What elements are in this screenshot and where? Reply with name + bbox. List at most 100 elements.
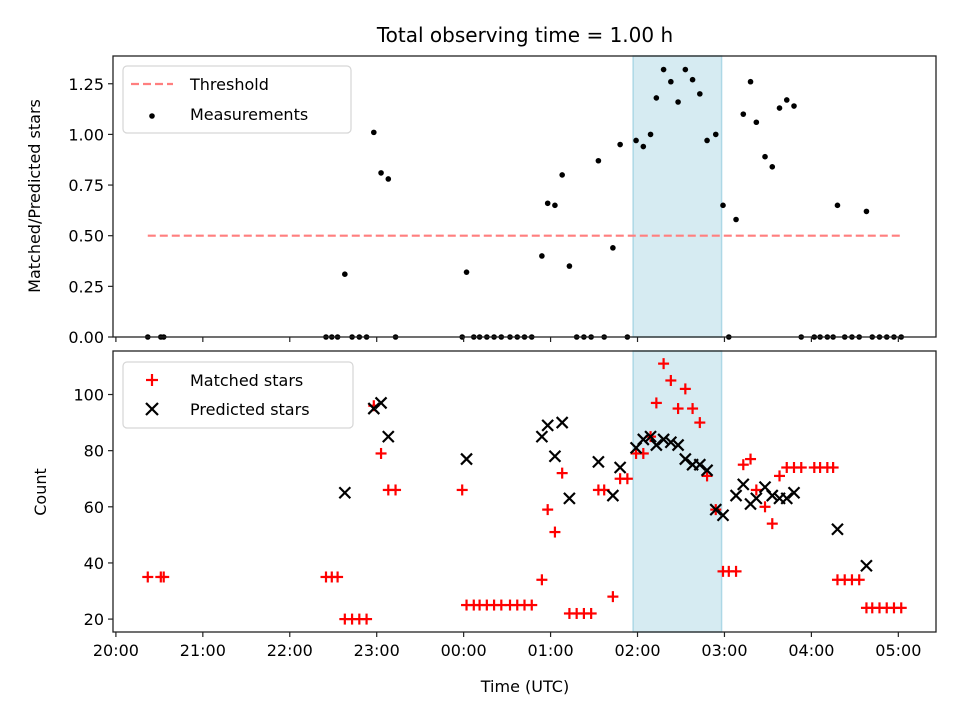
matched-star-point — [827, 461, 839, 473]
measurement-point — [610, 245, 616, 251]
predicted-star-point — [374, 396, 388, 410]
bottom-y-axis-label: Count — [31, 468, 50, 516]
predicted-star-point — [460, 452, 473, 466]
matched-star-point — [759, 501, 771, 513]
x-tick-label: 05:00 — [875, 641, 921, 660]
x-marker-b — [729, 489, 743, 502]
bottom-axes-frame — [112, 350, 937, 633]
predicted-star-point — [737, 478, 750, 491]
x-tick-label: 20:00 — [93, 641, 139, 660]
predicted-star-point — [367, 402, 381, 415]
matched-star-point — [142, 571, 154, 583]
measurement-point — [675, 99, 681, 105]
predicted-star-point — [831, 522, 844, 536]
matched-star-point — [158, 571, 170, 583]
measurement-point — [342, 271, 348, 277]
predicted-star-point — [535, 430, 549, 443]
highlight-span-rect — [632, 55, 723, 338]
legend-predicted-x-icon — [145, 402, 159, 416]
matched-star-point — [375, 447, 387, 459]
predicted-star-point — [548, 449, 562, 463]
predicted-star-point — [382, 430, 395, 443]
predicted-star-point — [679, 452, 692, 466]
matched-star-point — [658, 358, 670, 370]
top-y-axis-label: Matched/Predicted stars — [25, 99, 44, 293]
measurement-point — [720, 202, 726, 209]
y-tick-label: 0.25 — [68, 277, 104, 296]
predicted-stars-points — [338, 396, 873, 573]
x-marker-b — [860, 559, 873, 573]
predicted-star-point — [765, 489, 779, 502]
predicted-star-point — [613, 461, 627, 474]
measurement-point — [689, 76, 696, 83]
measurement-point — [762, 153, 768, 160]
matched-star-point — [694, 417, 706, 429]
predicted-star-point — [644, 430, 657, 443]
top-y-ticks: 0.00 0.25 0.50 0.75 1.00 1.25 — [68, 75, 113, 347]
measurement-point — [633, 137, 639, 144]
x-marker-b — [606, 489, 620, 502]
measurement-point — [704, 137, 710, 144]
predicted-star-point — [555, 416, 569, 429]
predicted-star-point — [657, 433, 670, 446]
measurement-point — [552, 202, 558, 209]
matched-star-point — [650, 397, 662, 409]
matched-star-point — [766, 518, 778, 530]
legend-predicted-label: Predicted stars — [190, 400, 310, 419]
matched-star-point — [556, 467, 568, 479]
x-marker-b — [613, 461, 627, 474]
predicted-star-point — [729, 489, 743, 502]
bottom-legend-box — [122, 361, 354, 429]
matched-star-point — [672, 403, 684, 415]
x-marker-b — [693, 458, 707, 471]
measurement-point — [769, 164, 776, 170]
measurement-point — [647, 131, 654, 138]
x-marker-b — [750, 492, 763, 505]
measurement-point — [653, 95, 660, 101]
x-marker-b — [765, 489, 779, 502]
legend-measurements-label: Measurements — [190, 105, 308, 124]
measurement-point — [463, 269, 470, 275]
x-marker-b — [671, 438, 685, 452]
y-tick-label: 0.00 — [68, 328, 104, 347]
measurement-point — [559, 172, 565, 178]
bottom-legend: Matched stars Predicted stars — [122, 361, 354, 429]
matched-star-point — [665, 374, 677, 386]
x-marker-b — [541, 419, 554, 432]
measurement-point — [791, 103, 797, 109]
x-marker-b — [555, 416, 569, 429]
measurement-point — [640, 143, 647, 150]
measurement-point — [544, 200, 551, 207]
top-legend-box — [122, 65, 352, 134]
predicted-star-point — [541, 419, 554, 432]
measurement-point — [776, 105, 783, 111]
predicted-star-point — [338, 486, 352, 500]
y-tick-label: 1.00 — [68, 125, 104, 144]
measurement-point — [753, 119, 760, 126]
matched-star-point — [607, 591, 619, 603]
x-marker-b — [700, 464, 714, 477]
matched-star-point — [637, 447, 649, 459]
measurement-point — [617, 141, 623, 148]
matched-star-point — [456, 484, 468, 496]
predicted-star-point — [637, 433, 650, 446]
x-marker-b — [787, 486, 801, 500]
measurement-point — [595, 157, 602, 164]
measurement-point — [747, 78, 754, 85]
x-marker-b — [831, 522, 844, 536]
matched-star-point — [687, 403, 699, 415]
top-panel: 0.00 0.25 0.50 0.75 1.00 1.25 Matched/Predict… — [25, 55, 937, 347]
predicted-star-point — [709, 503, 723, 516]
matched-star-point — [679, 383, 691, 395]
matched-star-point — [795, 461, 807, 473]
measurement-point — [834, 202, 841, 209]
matched-star-point — [895, 602, 907, 614]
measurement-point — [566, 263, 573, 269]
y-tick-label: 40 — [84, 554, 104, 573]
matched-star-point — [774, 470, 786, 482]
x-marker-b — [548, 449, 562, 463]
y-tick-label: 0.50 — [68, 227, 104, 246]
x-tick-label: 23:00 — [354, 641, 400, 660]
x-marker-b — [592, 455, 605, 469]
